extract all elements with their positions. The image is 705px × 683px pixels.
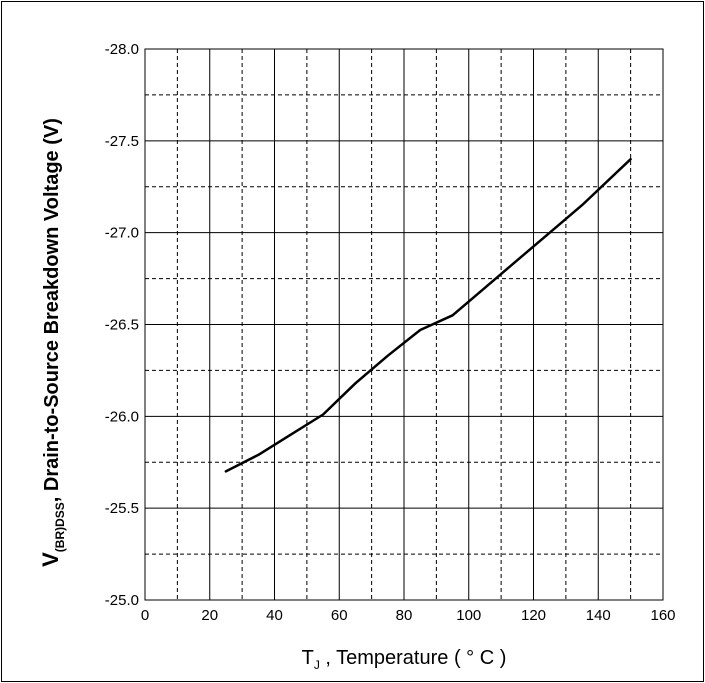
y-tick-label: -26.0	[105, 408, 139, 425]
x-tick-label: 100	[456, 607, 481, 624]
x-axis-label-subscript: J	[314, 658, 320, 672]
x-tick-label: 0	[141, 607, 149, 624]
x-axis-label-rest: , Temperature ( ° C )	[320, 647, 507, 669]
grid-layer	[145, 49, 663, 600]
y-axis-label-subscript: (BR)DSS	[53, 502, 67, 552]
y-axis-label: V(BR)DSS, Drain-to-Source Breakdown Volt…	[38, 118, 67, 567]
x-tick-label: 160	[650, 607, 675, 624]
x-tick-label: 80	[396, 607, 413, 624]
y-tick-label: -25.0	[105, 592, 139, 609]
y-axis-label-main: V	[38, 552, 63, 567]
y-tick-label: -25.5	[105, 500, 139, 517]
x-tick-label: 20	[201, 607, 218, 624]
x-tick-labels: 0 20 40 60 80 100 120 140 160	[141, 607, 676, 624]
y-tick-label: -28.0	[105, 41, 139, 58]
x-axis-label: TJ , Temperature ( ° C )	[302, 647, 507, 672]
y-axis-label-rest: , Drain-to-Source Breakdown Voltage (V)	[41, 118, 63, 502]
x-tick-label: 120	[521, 607, 546, 624]
x-axis-label-main: T	[302, 647, 314, 669]
x-tick-label: 40	[266, 607, 283, 624]
y-tick-label: -27.5	[105, 133, 139, 150]
series-line-1	[224, 157, 632, 473]
plot-area	[144, 48, 664, 601]
y-tick-label: -27.0	[105, 225, 139, 242]
series-layer	[224, 157, 632, 473]
x-tick-label: 60	[331, 607, 348, 624]
y-tick-labels: -28.0 -27.5 -27.0 -26.5 -26.0 -25.5 -25.0	[105, 41, 139, 609]
y-tick-label: -26.5	[105, 317, 139, 334]
x-tick-label: 140	[586, 607, 611, 624]
